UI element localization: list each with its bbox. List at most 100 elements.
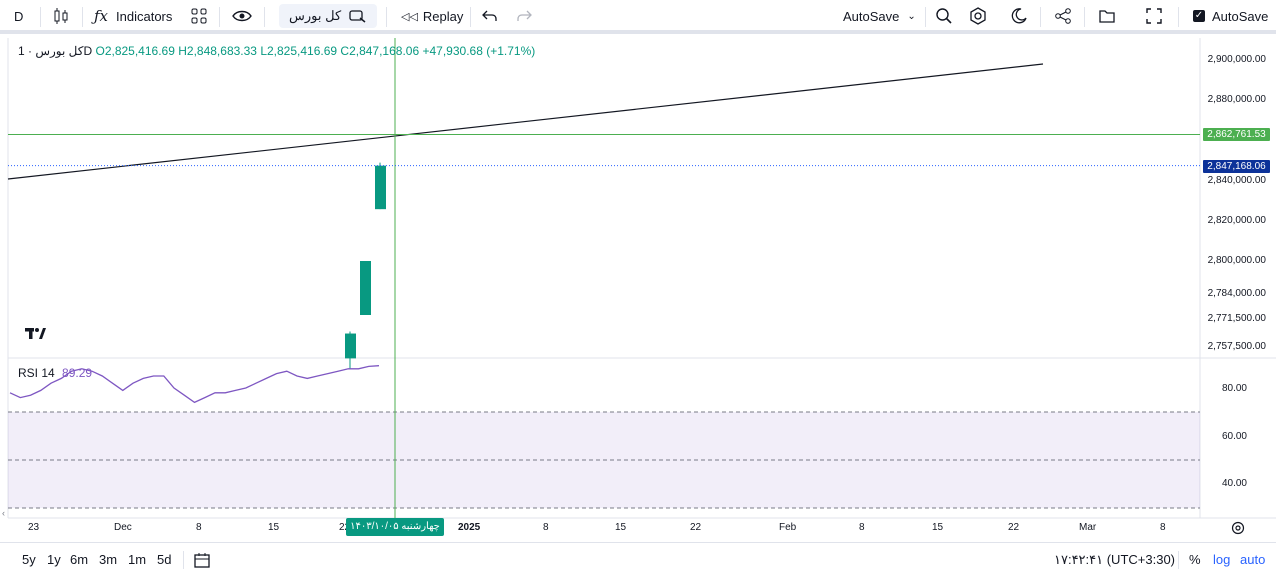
calendar-icon xyxy=(194,553,210,568)
legend-open: O2,825,416.69 xyxy=(95,44,175,58)
chart-canvas[interactable] xyxy=(0,0,1276,542)
gear-icon xyxy=(1231,521,1245,535)
time-tick: 2025 xyxy=(458,522,481,533)
candles-icon xyxy=(54,8,68,24)
top-toolbar: D ƒx Indicators کل بورس ◁◁ Replay AutoSa… xyxy=(0,0,1276,34)
indicators-button[interactable]: ƒx Indicators xyxy=(94,0,172,32)
go-to-date-button[interactable] xyxy=(193,551,211,574)
time-tick: Mar xyxy=(1079,522,1097,533)
range-button-1m[interactable]: 1m xyxy=(128,552,147,567)
clock-timezone[interactable]: ۱۷:۴۲:۴۱ (UTC+3:30) xyxy=(1054,552,1175,567)
toolbar-divider xyxy=(1084,7,1085,27)
toolbar-divider xyxy=(82,7,83,27)
candle-body[interactable] xyxy=(360,261,371,315)
symbol-search-button[interactable]: کل بورس xyxy=(279,4,378,28)
crosshair-price-tag: 2,862,761.53 xyxy=(1203,128,1270,141)
range-button-5y[interactable]: 5y xyxy=(22,552,36,567)
time-tick: 22 xyxy=(1008,522,1020,533)
price-tick: 2,784,000.00 xyxy=(1207,288,1266,299)
redo-button[interactable] xyxy=(516,0,532,32)
trend-line[interactable] xyxy=(7,63,1044,180)
interval-button[interactable]: D xyxy=(14,0,23,32)
magnifier-icon xyxy=(936,8,952,24)
time-tick: 15 xyxy=(615,522,627,533)
legend-low: L2,825,416.69 xyxy=(260,44,338,58)
share-button[interactable] xyxy=(1054,0,1072,32)
rsi-name[interactable]: RSI 14 xyxy=(18,366,55,380)
settings-button[interactable] xyxy=(969,0,987,32)
price-tick: 2,820,000.00 xyxy=(1207,215,1266,226)
time-tick: Feb xyxy=(779,522,797,533)
time-tick: 8 xyxy=(859,522,865,533)
time-tick: 8 xyxy=(543,522,549,533)
range-button-5d[interactable]: 5d xyxy=(157,552,172,567)
quick-search-button[interactable] xyxy=(935,0,953,32)
templates-button[interactable] xyxy=(190,0,208,32)
share-icon xyxy=(1055,8,1071,24)
toolbar-divider xyxy=(1040,7,1041,27)
replay-label: Replay xyxy=(422,8,464,24)
fx-icon: ƒx xyxy=(94,7,109,25)
toolbar-divider xyxy=(1178,551,1179,569)
legend-change: +47,930.68 (+1.71%) xyxy=(422,44,536,58)
gear-icon xyxy=(970,7,986,25)
price-tick: 2,900,000.00 xyxy=(1207,54,1266,65)
bottom-toolbar: 5y 1y 6m 3m 1m 5d ۱۷:۴۲:۴۱ (UTC+3:30) % … xyxy=(0,542,1276,574)
time-tick: Dec xyxy=(114,522,132,533)
candle-body[interactable] xyxy=(375,165,386,210)
rsi-value: 89.29 xyxy=(62,366,93,380)
grid-icon xyxy=(191,8,207,24)
price-tick: 2,771,500.00 xyxy=(1207,313,1266,324)
axis-settings-button[interactable] xyxy=(1231,521,1245,540)
time-tick: 8 xyxy=(196,522,202,533)
symbol-search-label: کل بورس xyxy=(289,8,342,23)
rsi-legend: RSI 14 89.29 xyxy=(18,366,92,380)
fullscreen-button[interactable] xyxy=(1146,0,1162,32)
toolbar-divider xyxy=(386,7,387,27)
tv-logo-icon xyxy=(22,320,48,346)
autosave-dropdown-label: AutoSave xyxy=(843,8,900,24)
fullscreen-icon xyxy=(1146,8,1162,24)
rsi-tick: 60.00 xyxy=(1221,431,1247,442)
crosshair-date-tag: چهارشنبه ۱۴۰۳/۱۰/۰۵ xyxy=(346,518,444,536)
range-button-1y[interactable]: 1y xyxy=(47,552,61,567)
time-tick: 22 xyxy=(690,522,702,533)
checkbox-checked-icon: ✓ xyxy=(1193,10,1205,22)
toolbar-divider xyxy=(1178,7,1179,27)
symbol-legend: کل بورس · 1D O2,825,416.69 H2,848,683.33… xyxy=(18,44,535,58)
autosave-dropdown[interactable]: AutoSave ⌄ xyxy=(843,0,916,32)
eye-icon xyxy=(232,10,252,22)
visibility-button[interactable] xyxy=(232,0,252,32)
price-pane[interactable] xyxy=(8,38,1200,358)
percent-toggle[interactable]: % xyxy=(1189,552,1201,567)
rsi-tick: 80.00 xyxy=(1221,383,1247,394)
indicators-label: Indicators xyxy=(116,8,173,24)
rsi-line xyxy=(9,365,380,404)
autosave-checkbox[interactable]: ✓ AutoSave xyxy=(1193,0,1268,32)
time-tick: 15 xyxy=(268,522,280,533)
undo-button[interactable] xyxy=(482,0,498,32)
price-tick: 2,840,000.00 xyxy=(1207,175,1266,186)
candle-body[interactable] xyxy=(345,333,356,359)
redo-icon xyxy=(517,10,532,21)
tradingview-logo[interactable] xyxy=(20,320,50,346)
log-toggle[interactable]: log xyxy=(1213,552,1231,567)
snapshot-button[interactable] xyxy=(1098,0,1116,32)
toolbar-divider xyxy=(925,7,926,27)
chart-type-button[interactable] xyxy=(52,0,70,32)
range-button-3m[interactable]: 3m xyxy=(99,552,118,567)
theme-button[interactable] xyxy=(1011,0,1027,32)
legend-high: H2,848,683.33 xyxy=(178,44,257,58)
folder-icon xyxy=(1099,10,1115,23)
legend-title[interactable]: کل بورس · 1D xyxy=(18,44,93,58)
range-button-6m[interactable]: 6m xyxy=(70,552,89,567)
toolbar-divider xyxy=(219,7,220,27)
toolbar-divider xyxy=(264,7,265,27)
scroll-left-icon[interactable]: ‹ xyxy=(2,508,5,518)
auto-toggle[interactable]: auto xyxy=(1240,552,1266,567)
legend-close: C2,847,168.06 xyxy=(340,44,420,58)
replay-button[interactable]: ◁◁ Replay xyxy=(401,0,463,32)
rewind-icon: ◁◁ xyxy=(401,10,418,23)
price-tick: 2,800,000.00 xyxy=(1207,255,1266,266)
toolbar-divider xyxy=(183,551,184,569)
